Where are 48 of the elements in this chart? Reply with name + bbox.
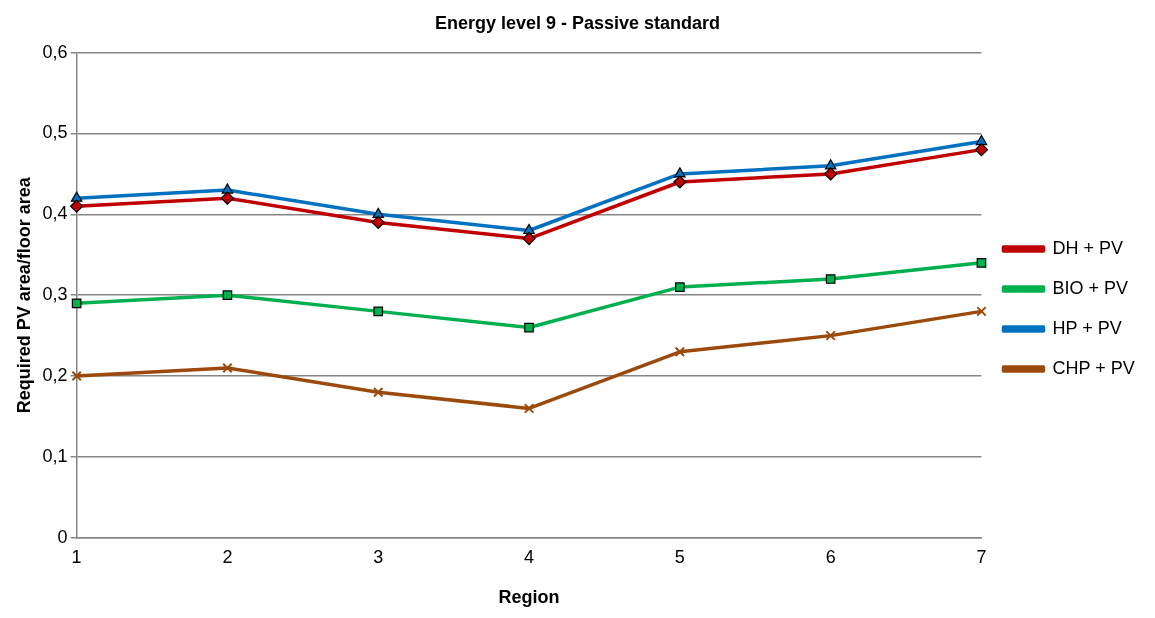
y-tick-label: 0,6 — [42, 41, 68, 62]
x-axis-title: Region — [498, 587, 560, 608]
point — [975, 134, 988, 146]
y-tick-label: 0,2 — [42, 365, 68, 386]
point — [825, 274, 836, 284]
point — [221, 183, 234, 194]
y-axis-title: Required PV area/floor area — [13, 176, 34, 414]
y-tick-label: 0,1 — [42, 445, 68, 466]
y-tick-label: 0,3 — [42, 284, 68, 305]
point — [675, 282, 685, 292]
point — [71, 370, 82, 382]
x-tick-label: 3 — [373, 546, 384, 567]
y-tick-label: 0,4 — [42, 203, 68, 224]
point — [976, 258, 987, 268]
x-tick-label: 4 — [524, 546, 535, 567]
point — [974, 143, 989, 157]
point — [825, 330, 836, 341]
point — [523, 403, 535, 414]
x-tick-label: 5 — [674, 546, 685, 567]
point — [674, 346, 686, 358]
point — [71, 298, 82, 309]
point — [372, 207, 385, 218]
point — [373, 387, 384, 398]
point — [673, 175, 687, 189]
point — [824, 167, 838, 181]
point — [70, 191, 83, 202]
chart-title: Energy level 9 - Passive standard — [434, 12, 721, 33]
y-tick-label: 0 — [57, 526, 68, 547]
point — [222, 290, 233, 301]
legend-label: CHP + PV — [1052, 357, 1135, 378]
point — [824, 159, 837, 170]
point — [522, 231, 536, 246]
legend-label: DH + PV — [1052, 237, 1123, 258]
x-tick-label: 2 — [222, 546, 233, 567]
point — [976, 306, 987, 317]
legend-label: HP + PV — [1052, 317, 1122, 338]
point — [220, 191, 235, 205]
point — [524, 322, 534, 333]
legend-label: BIO + PV — [1052, 277, 1129, 298]
point — [373, 306, 384, 317]
x-tick-label: 6 — [825, 546, 836, 567]
point — [371, 215, 385, 230]
x-tick-label: 7 — [976, 546, 987, 567]
point — [674, 167, 686, 178]
point — [70, 199, 84, 213]
point — [222, 362, 233, 374]
y-tick-label: 0,5 — [42, 122, 68, 143]
x-tick-label: 1 — [71, 546, 82, 567]
